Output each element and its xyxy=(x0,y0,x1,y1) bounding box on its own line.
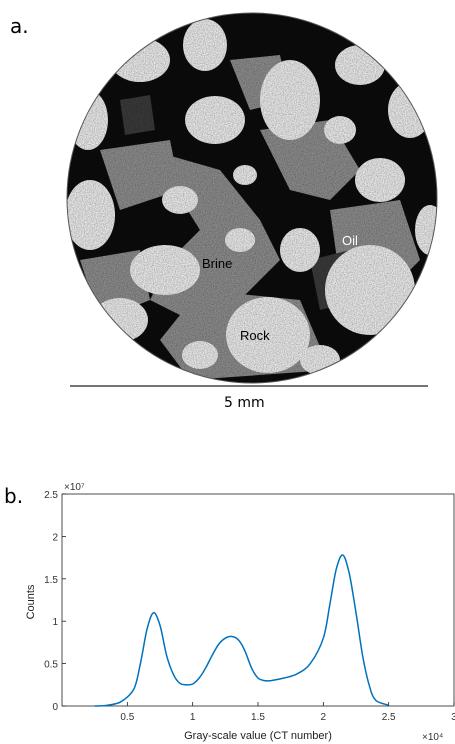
y-multiplier-label: ×10⁷ xyxy=(64,482,85,493)
gray-scale-histogram-chart: 0.5 1 1.5 2 2.5 3 0 0.5 1 1.5 2 2.5 ×10⁷ ×10⁴ Gray… xyxy=(25,482,455,743)
x-multiplier-label: ×10⁴ xyxy=(422,732,443,743)
x-tick-label: 2.5 xyxy=(382,712,396,723)
x-tick-label: 1.5 xyxy=(251,712,265,723)
x-tick-label: 1 xyxy=(190,712,196,723)
y-axis-label: Counts xyxy=(25,584,37,619)
scale-bar-label: 5 mm xyxy=(224,395,265,411)
y-tick-label: 1.5 xyxy=(44,575,58,586)
oil-label: Oil xyxy=(342,233,358,248)
panel-b-label: b. xyxy=(4,484,24,508)
y-tick-label: 2.5 xyxy=(44,490,58,501)
y-tick-label: 2 xyxy=(52,532,58,543)
x-tick-label: 2 xyxy=(321,712,327,723)
y-tick-label: 1 xyxy=(52,617,58,628)
plot-area xyxy=(61,493,455,707)
x-tick-label: 0.5 xyxy=(120,712,134,723)
y-tick-label: 0.5 xyxy=(44,660,58,671)
y-tick-label: 0 xyxy=(52,702,58,713)
histogram-series-line xyxy=(94,554,389,707)
micro-ct-scan-image: Brine Oil Rock xyxy=(66,12,438,387)
y-axis-ticks: 0 0.5 1 1.5 2 2.5 xyxy=(44,490,66,713)
x-tick-label: 3 xyxy=(451,712,455,723)
brine-label: Brine xyxy=(202,256,232,271)
rock-label: Rock xyxy=(240,328,270,343)
panel-a-label: a. xyxy=(10,14,29,38)
x-axis-ticks: 0.5 1 1.5 2 2.5 3 xyxy=(120,702,455,723)
x-axis-label: Gray-scale value (CT number) xyxy=(184,730,332,742)
